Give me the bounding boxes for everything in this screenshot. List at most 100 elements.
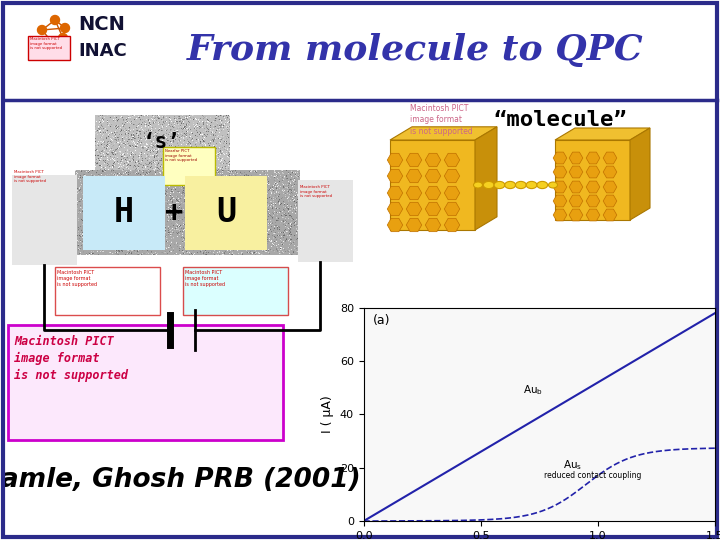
Point	[176, 227, 188, 236]
Point	[165, 141, 176, 150]
Point	[95, 179, 107, 188]
Point	[200, 238, 212, 246]
Point	[210, 114, 221, 123]
Point	[102, 144, 114, 153]
Point	[86, 181, 98, 190]
Point	[225, 168, 237, 177]
Point	[273, 188, 284, 197]
Point	[287, 191, 298, 200]
Point	[220, 146, 232, 154]
Point	[156, 144, 168, 153]
Point	[197, 218, 209, 226]
Point	[224, 221, 235, 230]
Point	[124, 205, 135, 214]
Point	[148, 126, 159, 135]
Point	[169, 156, 181, 165]
Point	[285, 230, 297, 239]
Point	[165, 146, 176, 154]
Point	[99, 190, 110, 198]
Point	[163, 222, 174, 231]
Point	[249, 192, 261, 200]
Point	[89, 232, 100, 240]
Point	[163, 144, 175, 153]
Point	[285, 188, 297, 197]
Point	[108, 162, 120, 171]
Point	[107, 179, 119, 187]
Point	[164, 132, 176, 141]
Point	[162, 217, 174, 226]
Point	[92, 207, 104, 216]
Point	[256, 192, 268, 200]
Point	[113, 207, 125, 215]
Point	[192, 172, 203, 181]
Point	[205, 124, 217, 133]
Point	[289, 225, 301, 233]
Point	[207, 127, 218, 136]
Point	[117, 191, 128, 199]
Point	[279, 210, 290, 219]
Point	[107, 142, 118, 151]
Point	[209, 195, 220, 204]
Point	[238, 204, 250, 213]
Point	[215, 122, 226, 130]
Point	[281, 186, 292, 194]
Point	[276, 180, 287, 188]
Point	[166, 152, 177, 160]
Point	[112, 211, 124, 219]
Point	[81, 232, 93, 241]
Point	[137, 191, 148, 200]
Point	[92, 230, 104, 238]
Point	[194, 235, 206, 244]
Point	[127, 192, 139, 201]
Point	[186, 195, 198, 204]
Point	[121, 247, 132, 255]
Point	[294, 198, 305, 207]
Point	[186, 201, 198, 210]
Point	[135, 202, 147, 211]
Point	[215, 216, 226, 225]
Point	[81, 202, 92, 211]
Point	[269, 208, 280, 217]
Point	[114, 237, 126, 246]
Point	[165, 125, 176, 134]
Point	[194, 238, 205, 247]
Point	[153, 190, 165, 199]
Point	[266, 237, 277, 245]
Point	[131, 151, 143, 159]
Point	[132, 122, 143, 131]
Point	[153, 141, 165, 150]
Point	[125, 236, 137, 245]
Point	[205, 145, 217, 154]
Point	[228, 215, 239, 224]
Point	[98, 172, 109, 181]
Point	[118, 162, 130, 171]
Point	[192, 139, 204, 147]
Point	[122, 232, 134, 240]
Point	[230, 193, 242, 202]
Point	[191, 210, 202, 219]
Point	[245, 229, 256, 238]
Point	[97, 195, 109, 204]
Point	[210, 133, 222, 141]
Point	[223, 134, 235, 143]
Point	[207, 169, 218, 178]
Point	[158, 112, 169, 121]
Point	[108, 230, 120, 239]
Point	[97, 190, 109, 199]
Point	[94, 227, 105, 235]
Point	[293, 181, 305, 190]
Point	[185, 147, 197, 156]
Point	[210, 141, 222, 150]
Point	[176, 201, 188, 210]
Point	[209, 152, 220, 161]
Point	[132, 133, 144, 142]
Point	[168, 143, 179, 151]
Point	[255, 179, 266, 188]
Point	[79, 179, 91, 187]
Point	[194, 194, 206, 202]
Point	[106, 180, 117, 189]
Point	[248, 226, 259, 235]
Point	[259, 224, 271, 232]
Point	[131, 165, 143, 173]
Point	[156, 147, 168, 156]
